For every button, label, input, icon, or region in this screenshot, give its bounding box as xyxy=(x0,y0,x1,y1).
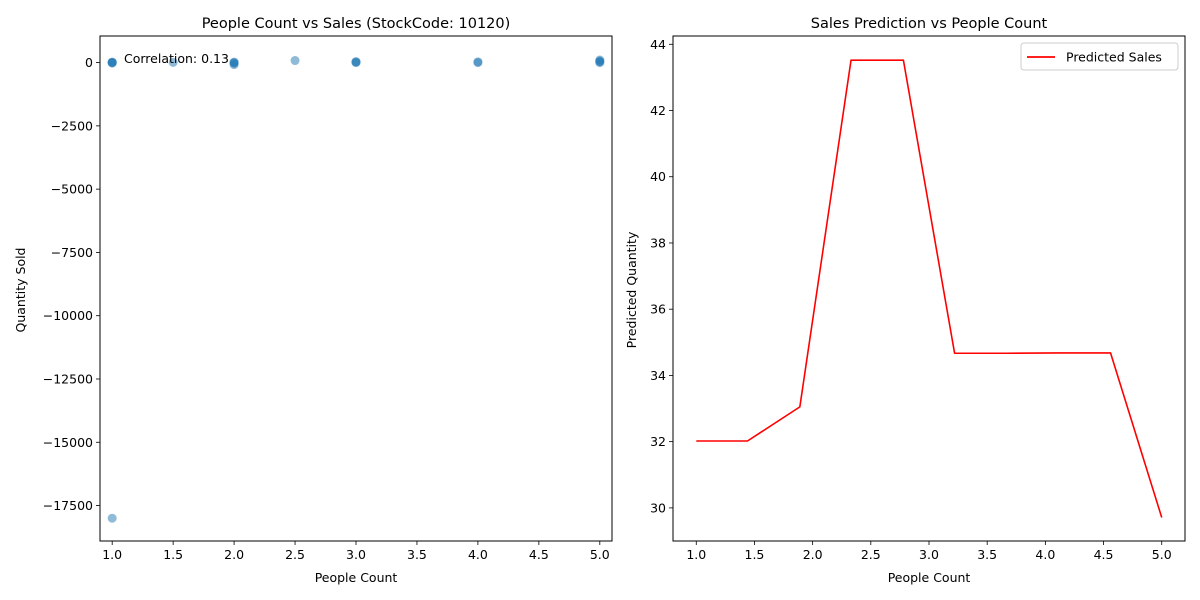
x-tick-label: 1.0 xyxy=(686,547,706,562)
x-tick-label: 3.0 xyxy=(346,547,366,562)
y-tick-label: −5000 xyxy=(51,182,93,197)
x-tick-label: 1.5 xyxy=(163,547,183,562)
scatter-axes-frame xyxy=(99,35,613,542)
line-panel: Sales Prediction vs People Count People … xyxy=(624,16,1186,585)
legend: Predicted Sales xyxy=(1020,42,1179,71)
scatter-title: People Count vs Sales (StockCode: 10120) xyxy=(202,16,511,32)
y-tick-label: 40 xyxy=(650,169,666,184)
y-tick-label: 30 xyxy=(650,500,666,515)
scatter-point xyxy=(351,57,361,67)
y-tick-label: 44 xyxy=(650,37,666,52)
x-tick-label: 2.0 xyxy=(224,547,244,562)
scatter-y-ticks: 0 −2500 −5000 −7500 −10000 −12500 −15000 −17500 xyxy=(43,55,100,513)
x-tick-label: 1.5 xyxy=(745,547,765,562)
scatter-panel: People Count vs Sales (StockCode: 10120)… xyxy=(13,16,613,585)
scatter-point xyxy=(107,58,117,68)
x-tick-label: 2.5 xyxy=(285,547,305,562)
scatter-point xyxy=(168,57,178,67)
scatter-x-ticks: 1.0 1.5 2.0 2.5 3.0 3.5 4.0 4.5 5.0 xyxy=(102,541,610,562)
scatter-point xyxy=(290,56,300,66)
line-x-axis-label: People Count xyxy=(888,570,971,585)
line-title: Sales Prediction vs People Count xyxy=(811,16,1048,32)
y-tick-label: −17500 xyxy=(43,498,93,513)
x-tick-label: 2.5 xyxy=(861,547,881,562)
y-tick-label: −2500 xyxy=(51,118,93,133)
scatter-point xyxy=(595,55,605,65)
x-tick-label: 4.0 xyxy=(1035,547,1055,562)
scatter-point xyxy=(473,57,483,67)
y-tick-label: 32 xyxy=(650,434,666,449)
x-tick-label: 4.5 xyxy=(529,547,549,562)
x-tick-label: 5.0 xyxy=(1152,547,1172,562)
scatter-point xyxy=(107,513,117,523)
x-tick-label: 3.5 xyxy=(407,547,427,562)
scatter-point xyxy=(229,60,239,70)
predicted-sales-line xyxy=(696,59,1163,518)
y-tick-label: −15000 xyxy=(43,435,93,450)
line-x-ticks: 1.0 1.5 2.0 2.5 3.0 3.5 4.0 4.5 5.0 xyxy=(686,541,1172,562)
legend-label: Predicted Sales xyxy=(1066,50,1162,65)
y-tick-label: −10000 xyxy=(43,308,93,323)
correlation-annotation: Correlation: 0.13 xyxy=(124,51,229,66)
x-tick-label: 4.0 xyxy=(468,547,488,562)
y-tick-label: 42 xyxy=(650,103,666,118)
scatter-points xyxy=(107,55,605,523)
scatter-x-axis-label: People Count xyxy=(315,570,398,585)
legend-box xyxy=(1020,42,1179,71)
line-y-axis-label: Predicted Quantity xyxy=(624,231,639,348)
x-tick-label: 3.5 xyxy=(977,547,997,562)
y-tick-label: 36 xyxy=(650,302,666,317)
x-tick-label: 5.0 xyxy=(590,547,610,562)
line-y-ticks: 30 32 34 36 38 40 42 44 xyxy=(650,37,673,515)
y-tick-label: 38 xyxy=(650,235,666,250)
x-tick-label: 4.5 xyxy=(1094,547,1114,562)
x-tick-label: 1.0 xyxy=(102,547,122,562)
scatter-y-axis-label: Quantity Sold xyxy=(13,248,28,333)
y-tick-label: −7500 xyxy=(51,245,93,260)
y-tick-label: −12500 xyxy=(43,371,93,386)
x-tick-label: 2.0 xyxy=(803,547,823,562)
line-series xyxy=(696,59,1163,518)
y-tick-label: 34 xyxy=(650,368,666,383)
line-axes-frame xyxy=(672,35,1186,542)
y-tick-label: 0 xyxy=(85,55,93,70)
x-tick-label: 3.0 xyxy=(919,547,939,562)
